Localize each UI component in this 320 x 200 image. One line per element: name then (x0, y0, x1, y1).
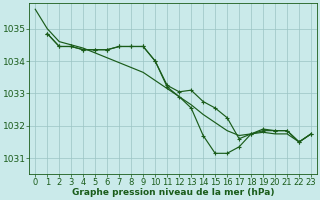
X-axis label: Graphe pression niveau de la mer (hPa): Graphe pression niveau de la mer (hPa) (72, 188, 275, 197)
